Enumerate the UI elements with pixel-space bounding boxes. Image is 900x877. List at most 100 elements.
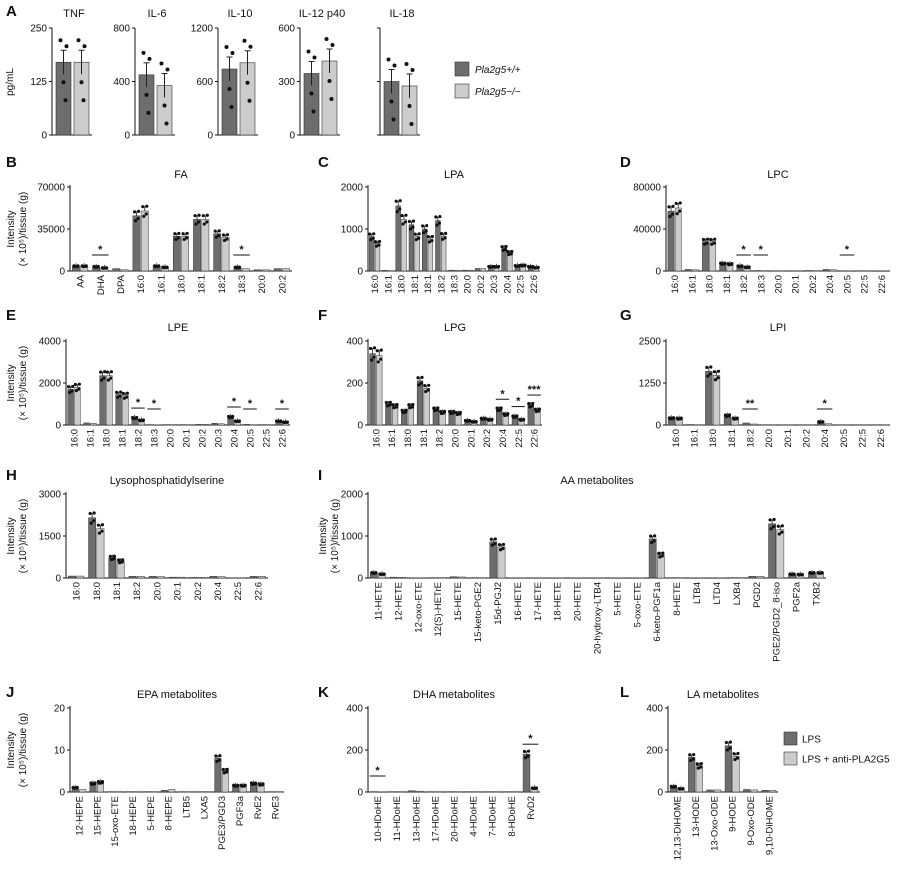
bar	[422, 228, 428, 272]
data-dot	[408, 406, 412, 410]
x-tick-label: 6-keto-PGF1a	[652, 581, 663, 641]
data-dot	[776, 524, 780, 528]
data-dot	[692, 752, 696, 757]
data-dot	[780, 524, 784, 528]
data-dot	[324, 36, 329, 41]
y-tick-label: 0	[655, 421, 661, 432]
data-dot	[676, 417, 680, 421]
bar	[714, 789, 722, 793]
bar	[186, 791, 194, 793]
bar	[771, 270, 778, 272]
x-tick-label: 22:6	[253, 582, 264, 601]
bar	[221, 237, 230, 272]
data-dot	[197, 213, 201, 217]
data-dot	[820, 571, 824, 575]
x-tick-label: 15d-PGJ2	[493, 582, 504, 625]
data-dot	[649, 534, 653, 538]
x-tick-label: 20:1	[783, 429, 794, 448]
data-dot	[278, 419, 282, 424]
y-axis-label-E: Intensity	[6, 364, 17, 401]
panel-E: 0 2000 4000 LPE 16:0 16:1 18:0 18:1 18:2 * 18:3 * 20…	[39, 322, 290, 448]
x-tick-label: 18:1	[727, 429, 738, 448]
bar	[628, 577, 637, 579]
data-dot	[392, 406, 396, 410]
bar	[163, 424, 170, 426]
data-dot	[512, 415, 516, 419]
data-dot	[92, 511, 96, 515]
y-tick-label: 300	[278, 77, 295, 88]
bar	[712, 375, 721, 426]
data-dot	[218, 754, 222, 758]
data-dot	[136, 209, 141, 213]
data-dot	[88, 511, 92, 516]
bar	[157, 576, 165, 579]
data-dot	[282, 420, 286, 425]
bar	[492, 791, 500, 793]
bar	[469, 577, 478, 579]
data-dot	[154, 265, 158, 269]
data-dot	[132, 210, 137, 214]
x-tick-label: 16:1	[86, 429, 97, 448]
bar	[668, 577, 677, 579]
data-dot	[193, 214, 197, 218]
data-dot	[526, 749, 531, 753]
data-dot	[185, 236, 189, 240]
data-dot	[401, 410, 405, 415]
significance-label: *	[845, 244, 850, 256]
data-dot	[97, 531, 102, 535]
data-dot	[487, 418, 491, 422]
x-tick-label: 20:3	[489, 275, 500, 294]
bar	[695, 765, 703, 793]
data-dot	[217, 758, 221, 762]
data-dot	[791, 572, 796, 577]
x-tick-label: 16:0	[671, 429, 682, 448]
significance-label: *	[759, 244, 764, 256]
x-tick-label: 20:5	[839, 429, 850, 448]
x-tick-label: 18:0	[397, 275, 408, 294]
data-dot	[398, 207, 402, 211]
bar	[779, 424, 788, 426]
data-dot	[77, 382, 81, 386]
data-dot	[312, 55, 317, 60]
bar	[750, 423, 758, 426]
data-dot	[100, 529, 104, 533]
data-dot	[90, 782, 94, 786]
x-tick-label: 16:0	[70, 429, 81, 448]
x-tick-label: 18:0	[705, 275, 716, 294]
data-dot	[202, 222, 206, 226]
data-dot	[63, 98, 68, 103]
data-dot	[724, 414, 729, 419]
y-tick-label: 400	[346, 704, 363, 715]
data-dot	[368, 232, 372, 236]
y-tick-label: 10	[54, 746, 66, 757]
bar	[197, 577, 206, 579]
data-dot	[389, 99, 394, 104]
panel-label-J: J	[6, 684, 14, 701]
data-dot	[432, 406, 436, 410]
x-tick-label: 13-HODE	[691, 796, 702, 837]
data-dot	[678, 209, 682, 213]
data-dot	[253, 782, 257, 786]
data-dot	[425, 224, 429, 228]
y-tick-label: 0	[655, 267, 661, 278]
data-dot	[498, 548, 503, 552]
data-dot	[501, 542, 506, 547]
bar	[389, 576, 398, 579]
legend-label: Pla2g5+/+	[475, 65, 521, 76]
bar	[736, 577, 745, 579]
data-dot	[780, 530, 784, 534]
x-tick-label: 20:1	[182, 429, 193, 448]
bar	[186, 424, 193, 426]
bar	[709, 241, 717, 272]
data-dot	[182, 237, 186, 241]
bar	[408, 224, 415, 272]
panel-title: LPA	[444, 169, 465, 181]
y-tick-label: 1500	[39, 532, 62, 543]
legend-label: LPS	[802, 735, 821, 746]
bar	[457, 576, 466, 579]
data-dot	[419, 381, 424, 385]
data-dot	[732, 752, 736, 756]
x-tick-label: 17-HDoHE	[430, 796, 441, 842]
bar	[805, 270, 813, 272]
data-dot	[410, 67, 415, 72]
